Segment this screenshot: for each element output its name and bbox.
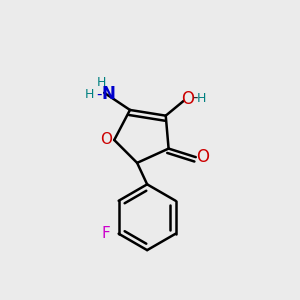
Text: H: H <box>197 92 206 105</box>
Text: F: F <box>101 226 110 241</box>
Text: H: H <box>97 76 106 89</box>
Text: N: N <box>101 85 115 103</box>
Text: -: - <box>193 90 198 105</box>
Text: -: - <box>97 87 102 102</box>
Text: H: H <box>85 88 94 101</box>
Text: O: O <box>181 89 194 107</box>
Text: O: O <box>196 148 209 166</box>
Text: O: O <box>100 133 112 148</box>
